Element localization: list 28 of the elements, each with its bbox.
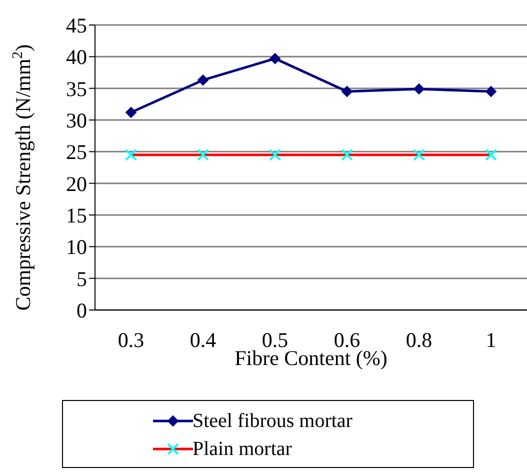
x-tick-label: 0.4 [190, 328, 217, 352]
point [197, 148, 209, 161]
y-tick-label: 45 [66, 13, 87, 38]
y-tick-label: 5 [76, 266, 87, 291]
y-tick-label: 30 [66, 108, 87, 132]
y-tick-label: 10 [66, 235, 87, 260]
point [125, 148, 137, 161]
point [342, 86, 352, 97]
y-tick-label: 0 [76, 298, 87, 322]
y-tick-label: 25 [66, 140, 87, 164]
point [269, 148, 281, 161]
x-tick-label: 0.3 [118, 328, 144, 352]
point [486, 86, 496, 97]
point [341, 148, 353, 161]
legend-label: Steel fibrous mortar [192, 410, 352, 432]
y-tick-label: 20 [66, 172, 87, 196]
x-tick-label: 0.8 [406, 328, 432, 352]
point [198, 74, 208, 86]
point [270, 53, 280, 64]
point [485, 148, 497, 161]
x-tick-label: 1 [486, 328, 496, 352]
point [126, 106, 136, 118]
point [414, 83, 424, 94]
point [413, 148, 425, 161]
y-tick-label: 15 [66, 203, 87, 228]
y-tick-label: 40 [66, 45, 87, 70]
legend-label: Plain mortar [192, 438, 292, 460]
y-tick-label: 35 [66, 76, 87, 101]
